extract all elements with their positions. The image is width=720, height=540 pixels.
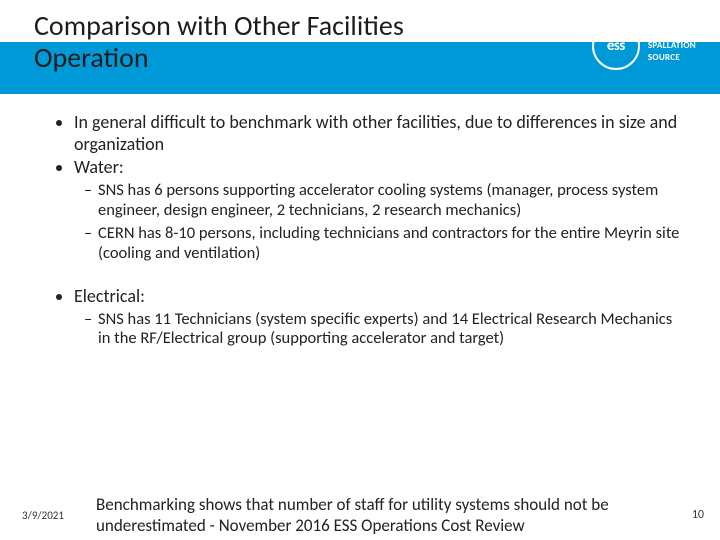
water-sub-2: CERN has 8-10 persons, including technic… <box>84 224 680 264</box>
logo-text-3: SOURCE <box>648 52 696 63</box>
title-line2: Operation <box>34 40 149 75</box>
logo-text-2: SPALLATION <box>648 40 696 51</box>
electrical-sublist: SNS has 11 Technicians (system specific … <box>50 310 680 350</box>
slide: Comparison with Other Facilities Operati… <box>0 0 720 540</box>
bullet-1: In general difficult to benchmark with o… <box>74 112 680 155</box>
ess-logo-circle: ess <box>592 22 640 70</box>
slide-body: In general difficult to benchmark with o… <box>50 112 680 359</box>
bullet-list: In general difficult to benchmark with o… <box>50 112 680 179</box>
elec-sub-1: SNS has 11 Technicians (system specific … <box>84 310 680 350</box>
footer-note: Benchmarking shows that number of staff … <box>96 495 656 536</box>
ess-logo: ess EUROPEAN SPALLATION SOURCE <box>592 22 696 70</box>
bullet-list-2: Electrical: <box>50 286 680 308</box>
ess-logo-abbrev: ess <box>607 37 625 55</box>
slide-title: Comparison with Other Facilities Operati… <box>34 10 404 74</box>
footer-date: 3/9/2021 <box>22 509 64 522</box>
water-sub-1: SNS has 6 persons supporting accelerator… <box>84 181 680 221</box>
ess-logo-text: EUROPEAN SPALLATION SOURCE <box>648 29 696 63</box>
page-number: 10 <box>692 508 704 522</box>
logo-text-1: EUROPEAN <box>648 29 696 40</box>
title-line1: Comparison with Other Facilities <box>34 8 404 43</box>
water-sublist: SNS has 6 persons supporting accelerator… <box>50 181 680 264</box>
bullet-2: Water: <box>74 157 680 179</box>
bullet-3: Electrical: <box>74 286 680 308</box>
